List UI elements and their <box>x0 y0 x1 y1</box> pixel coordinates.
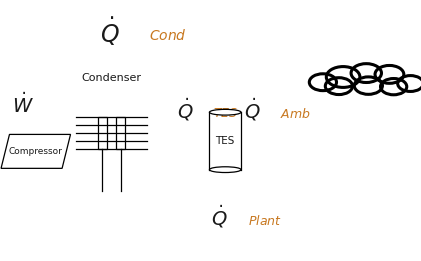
Text: $\dot{Q}$: $\dot{Q}$ <box>244 96 261 123</box>
Circle shape <box>326 67 360 87</box>
Text: $\dot{Q}$: $\dot{Q}$ <box>100 15 119 48</box>
FancyBboxPatch shape <box>320 78 419 91</box>
Circle shape <box>325 78 352 94</box>
Text: $\dot{Q}$: $\dot{Q}$ <box>210 203 227 230</box>
Circle shape <box>398 76 421 91</box>
Text: $\dot{W}$: $\dot{W}$ <box>12 92 34 117</box>
Text: Ambient: Ambient <box>341 74 391 87</box>
Text: $\mathit{TES}$: $\mathit{TES}$ <box>213 107 238 120</box>
Text: Compressor: Compressor <box>9 147 63 156</box>
Ellipse shape <box>210 109 241 115</box>
Text: $\dot{Q}$: $\dot{Q}$ <box>177 96 194 123</box>
Circle shape <box>309 74 336 91</box>
Text: TES: TES <box>216 136 235 146</box>
Text: $\mathit{Cond}$: $\mathit{Cond}$ <box>149 28 187 43</box>
Text: $\mathit{Amb}$: $\mathit{Amb}$ <box>280 106 311 121</box>
Text: Condenser: Condenser <box>82 73 141 83</box>
Circle shape <box>381 79 407 95</box>
Circle shape <box>354 77 382 94</box>
Text: $\mathit{Plant}$: $\mathit{Plant}$ <box>248 213 282 228</box>
Ellipse shape <box>210 167 241 173</box>
Circle shape <box>351 64 381 82</box>
Circle shape <box>375 66 404 83</box>
